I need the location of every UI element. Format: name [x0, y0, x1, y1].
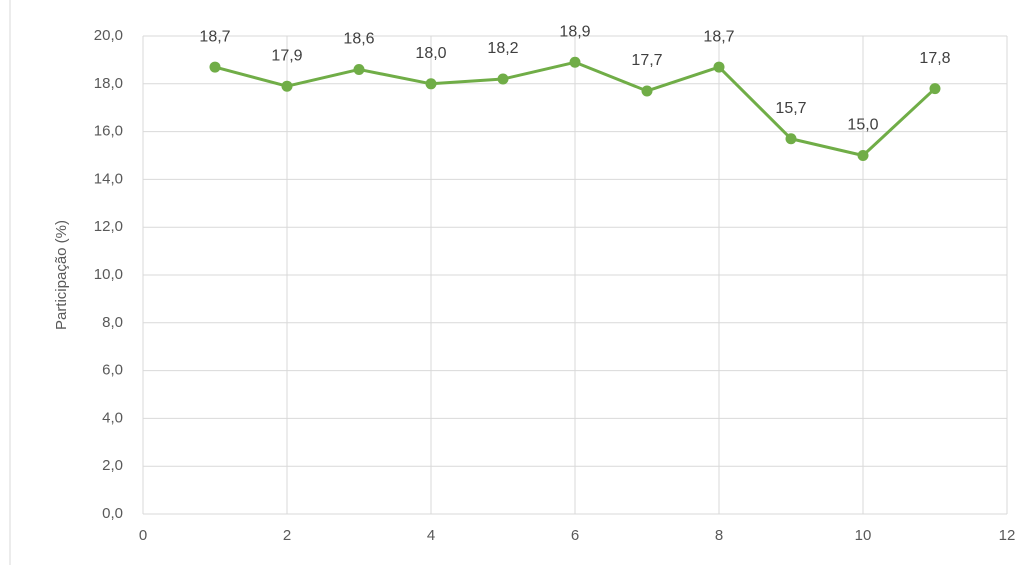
y-tick-label: 0,0 — [102, 505, 123, 522]
data-label: 18,0 — [415, 45, 446, 62]
y-tick-label: 16,0 — [94, 123, 123, 140]
y-tick-label: 2,0 — [102, 457, 123, 474]
x-tick-label: 0 — [139, 527, 147, 544]
data-label: 17,8 — [919, 50, 950, 67]
data-point — [425, 78, 437, 90]
data-point — [569, 56, 581, 68]
data-point — [209, 61, 221, 73]
data-label: 17,7 — [631, 52, 662, 69]
data-point — [641, 85, 653, 97]
y-tick-label: 12,0 — [94, 218, 123, 235]
y-tick-label: 14,0 — [94, 170, 123, 187]
data-point — [929, 83, 941, 95]
data-label: 17,9 — [271, 47, 302, 64]
data-label: 18,7 — [199, 28, 230, 45]
x-tick-label: 6 — [571, 527, 579, 544]
data-point — [713, 61, 725, 73]
data-label: 15,0 — [847, 117, 878, 134]
data-point — [497, 73, 509, 85]
x-tick-label: 4 — [427, 527, 435, 544]
data-point — [353, 63, 365, 75]
y-tick-label: 6,0 — [102, 362, 123, 379]
x-tick-label: 12 — [999, 527, 1016, 544]
data-label: 18,6 — [343, 31, 374, 48]
data-label: 15,7 — [775, 100, 806, 117]
x-tick-label: 10 — [855, 527, 872, 544]
y-tick-label: 18,0 — [94, 75, 123, 92]
data-point — [857, 150, 869, 161]
data-label: 18,7 — [703, 28, 734, 45]
data-point — [281, 80, 293, 92]
y-axis-label: Participação (%) — [53, 220, 70, 330]
y-tick-label: 20,0 — [94, 27, 123, 44]
x-tick-label: 2 — [283, 527, 291, 544]
data-label: 18,9 — [559, 24, 590, 41]
y-tick-label: 8,0 — [102, 314, 123, 331]
data-label: 18,2 — [487, 40, 518, 57]
x-tick-label: 8 — [715, 527, 723, 544]
y-tick-label: 10,0 — [94, 266, 123, 283]
data-point — [785, 133, 797, 145]
y-tick-label: 4,0 — [102, 409, 123, 426]
